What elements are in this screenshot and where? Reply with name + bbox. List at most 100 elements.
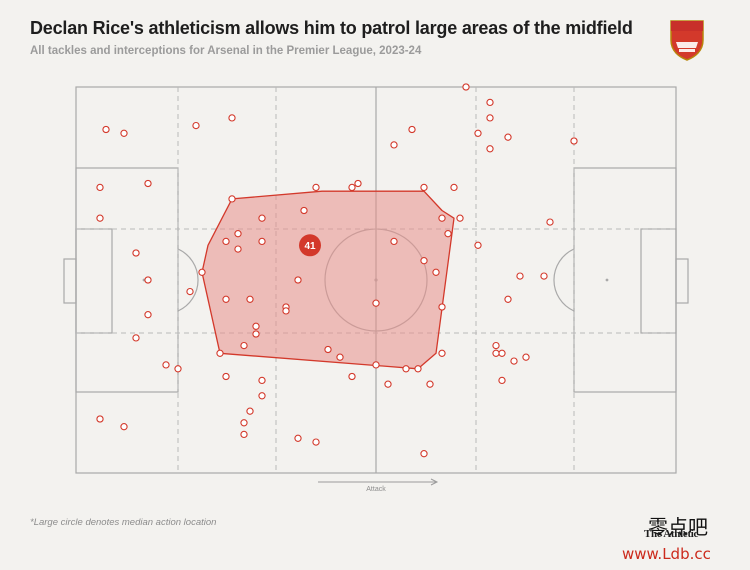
- action-point-51: [390, 141, 398, 149]
- action-point-1: [102, 125, 110, 134]
- action-point-40: [96, 415, 104, 423]
- median-circle: [299, 234, 321, 257]
- action-point-75: [540, 272, 548, 280]
- action-point-68: [474, 129, 482, 137]
- action-point-65: [444, 230, 452, 238]
- action-point-41: [120, 423, 128, 431]
- action-point-31: [324, 345, 332, 354]
- action-point-30: [294, 276, 302, 284]
- action-point-69: [486, 98, 494, 107]
- action-point-62: [402, 365, 410, 373]
- action-point-57: [438, 349, 446, 357]
- action-point-24: [282, 307, 290, 315]
- action-point-45: [354, 179, 362, 188]
- action-point-53: [420, 183, 428, 192]
- action-point-80: [492, 349, 500, 357]
- action-point-32: [162, 361, 170, 369]
- chart-subtitle: All tackles and interceptions for Arsena…: [30, 45, 422, 57]
- action-point-61: [336, 353, 344, 361]
- action-point-42: [294, 434, 302, 442]
- action-point-2: [120, 129, 128, 137]
- action-point-16: [144, 276, 152, 284]
- action-point-18: [186, 287, 194, 296]
- action-point-44: [348, 183, 356, 192]
- action-point-25: [252, 322, 260, 330]
- left-goal: [63, 258, 77, 304]
- action-point-7: [144, 179, 152, 188]
- action-point-46: [390, 237, 398, 246]
- action-point-14: [234, 230, 242, 238]
- chart-title: Declan Rice's athleticism allows him to …: [30, 18, 633, 38]
- right-goal: [675, 258, 689, 304]
- action-point-10: [258, 214, 266, 222]
- action-point-58: [426, 380, 434, 388]
- action-point-48: [438, 214, 446, 222]
- action-point-20: [198, 268, 206, 276]
- action-points: [96, 83, 578, 458]
- brand-logo: The Athletic: [644, 528, 699, 540]
- action-point-78: [498, 349, 506, 357]
- action-point-64: [420, 450, 428, 458]
- action-point-11: [300, 206, 308, 215]
- left-penalty-arc: [177, 248, 199, 312]
- action-point-54: [450, 183, 458, 192]
- action-point-3: [96, 183, 104, 192]
- action-point-37: [246, 407, 254, 415]
- action-point-6: [96, 214, 104, 222]
- action-point-70: [462, 83, 470, 91]
- action-point-28: [252, 330, 260, 338]
- action-point-60: [348, 372, 356, 381]
- right-penalty-spot: [605, 278, 609, 282]
- action-point-77: [504, 295, 512, 303]
- action-point-74: [546, 218, 554, 226]
- action-point-55: [456, 214, 464, 222]
- action-point-22: [132, 334, 140, 342]
- action-point-17: [234, 245, 242, 253]
- action-point-50: [414, 365, 422, 373]
- action-point-4: [192, 121, 200, 130]
- left-six-yard-box: [75, 228, 113, 334]
- action-point-29: [240, 341, 248, 350]
- action-point-33: [174, 365, 182, 373]
- action-point-76: [516, 272, 524, 280]
- median-marker: 41: [299, 234, 321, 257]
- action-point-59: [384, 380, 392, 388]
- right-penalty-box: [573, 167, 677, 393]
- action-point-52: [408, 125, 416, 134]
- action-point-82: [522, 353, 530, 361]
- left-penalty-box: [75, 167, 179, 393]
- action-point-83: [498, 376, 506, 385]
- median-label: 41: [304, 241, 316, 252]
- action-point-81: [510, 357, 518, 365]
- watermark-url: www.Ldb.cc: [622, 545, 711, 563]
- action-point-56: [438, 303, 446, 311]
- action-point-66: [486, 145, 494, 153]
- action-point-49: [432, 268, 440, 276]
- action-point-43: [312, 438, 320, 446]
- attack-direction-arrow: [318, 478, 439, 486]
- action-point-73: [474, 241, 482, 249]
- right-penalty-arc: [553, 248, 575, 312]
- footnote: *Large circle denotes median action loca…: [30, 517, 217, 528]
- watermark-cn: 零点吧: [648, 515, 708, 539]
- action-point-27: [222, 295, 230, 303]
- action-point-72: [570, 137, 578, 145]
- action-point-12: [312, 183, 320, 192]
- action-point-5: [228, 114, 236, 122]
- action-point-63: [372, 361, 380, 369]
- action-point-23: [144, 311, 152, 319]
- action-point-21: [216, 349, 224, 357]
- attack-label: Attack: [366, 486, 386, 493]
- action-point-34: [222, 372, 230, 381]
- arsenal-crest-icon: [670, 20, 704, 61]
- action-point-35: [258, 376, 266, 385]
- action-point-8: [132, 249, 140, 257]
- action-point-47: [420, 257, 428, 265]
- action-point-67: [504, 133, 512, 141]
- action-area-hull: [201, 190, 455, 370]
- action-point-38: [240, 419, 248, 427]
- action-point-36: [258, 392, 266, 400]
- action-point-79: [492, 341, 500, 350]
- action-point-26: [246, 295, 254, 303]
